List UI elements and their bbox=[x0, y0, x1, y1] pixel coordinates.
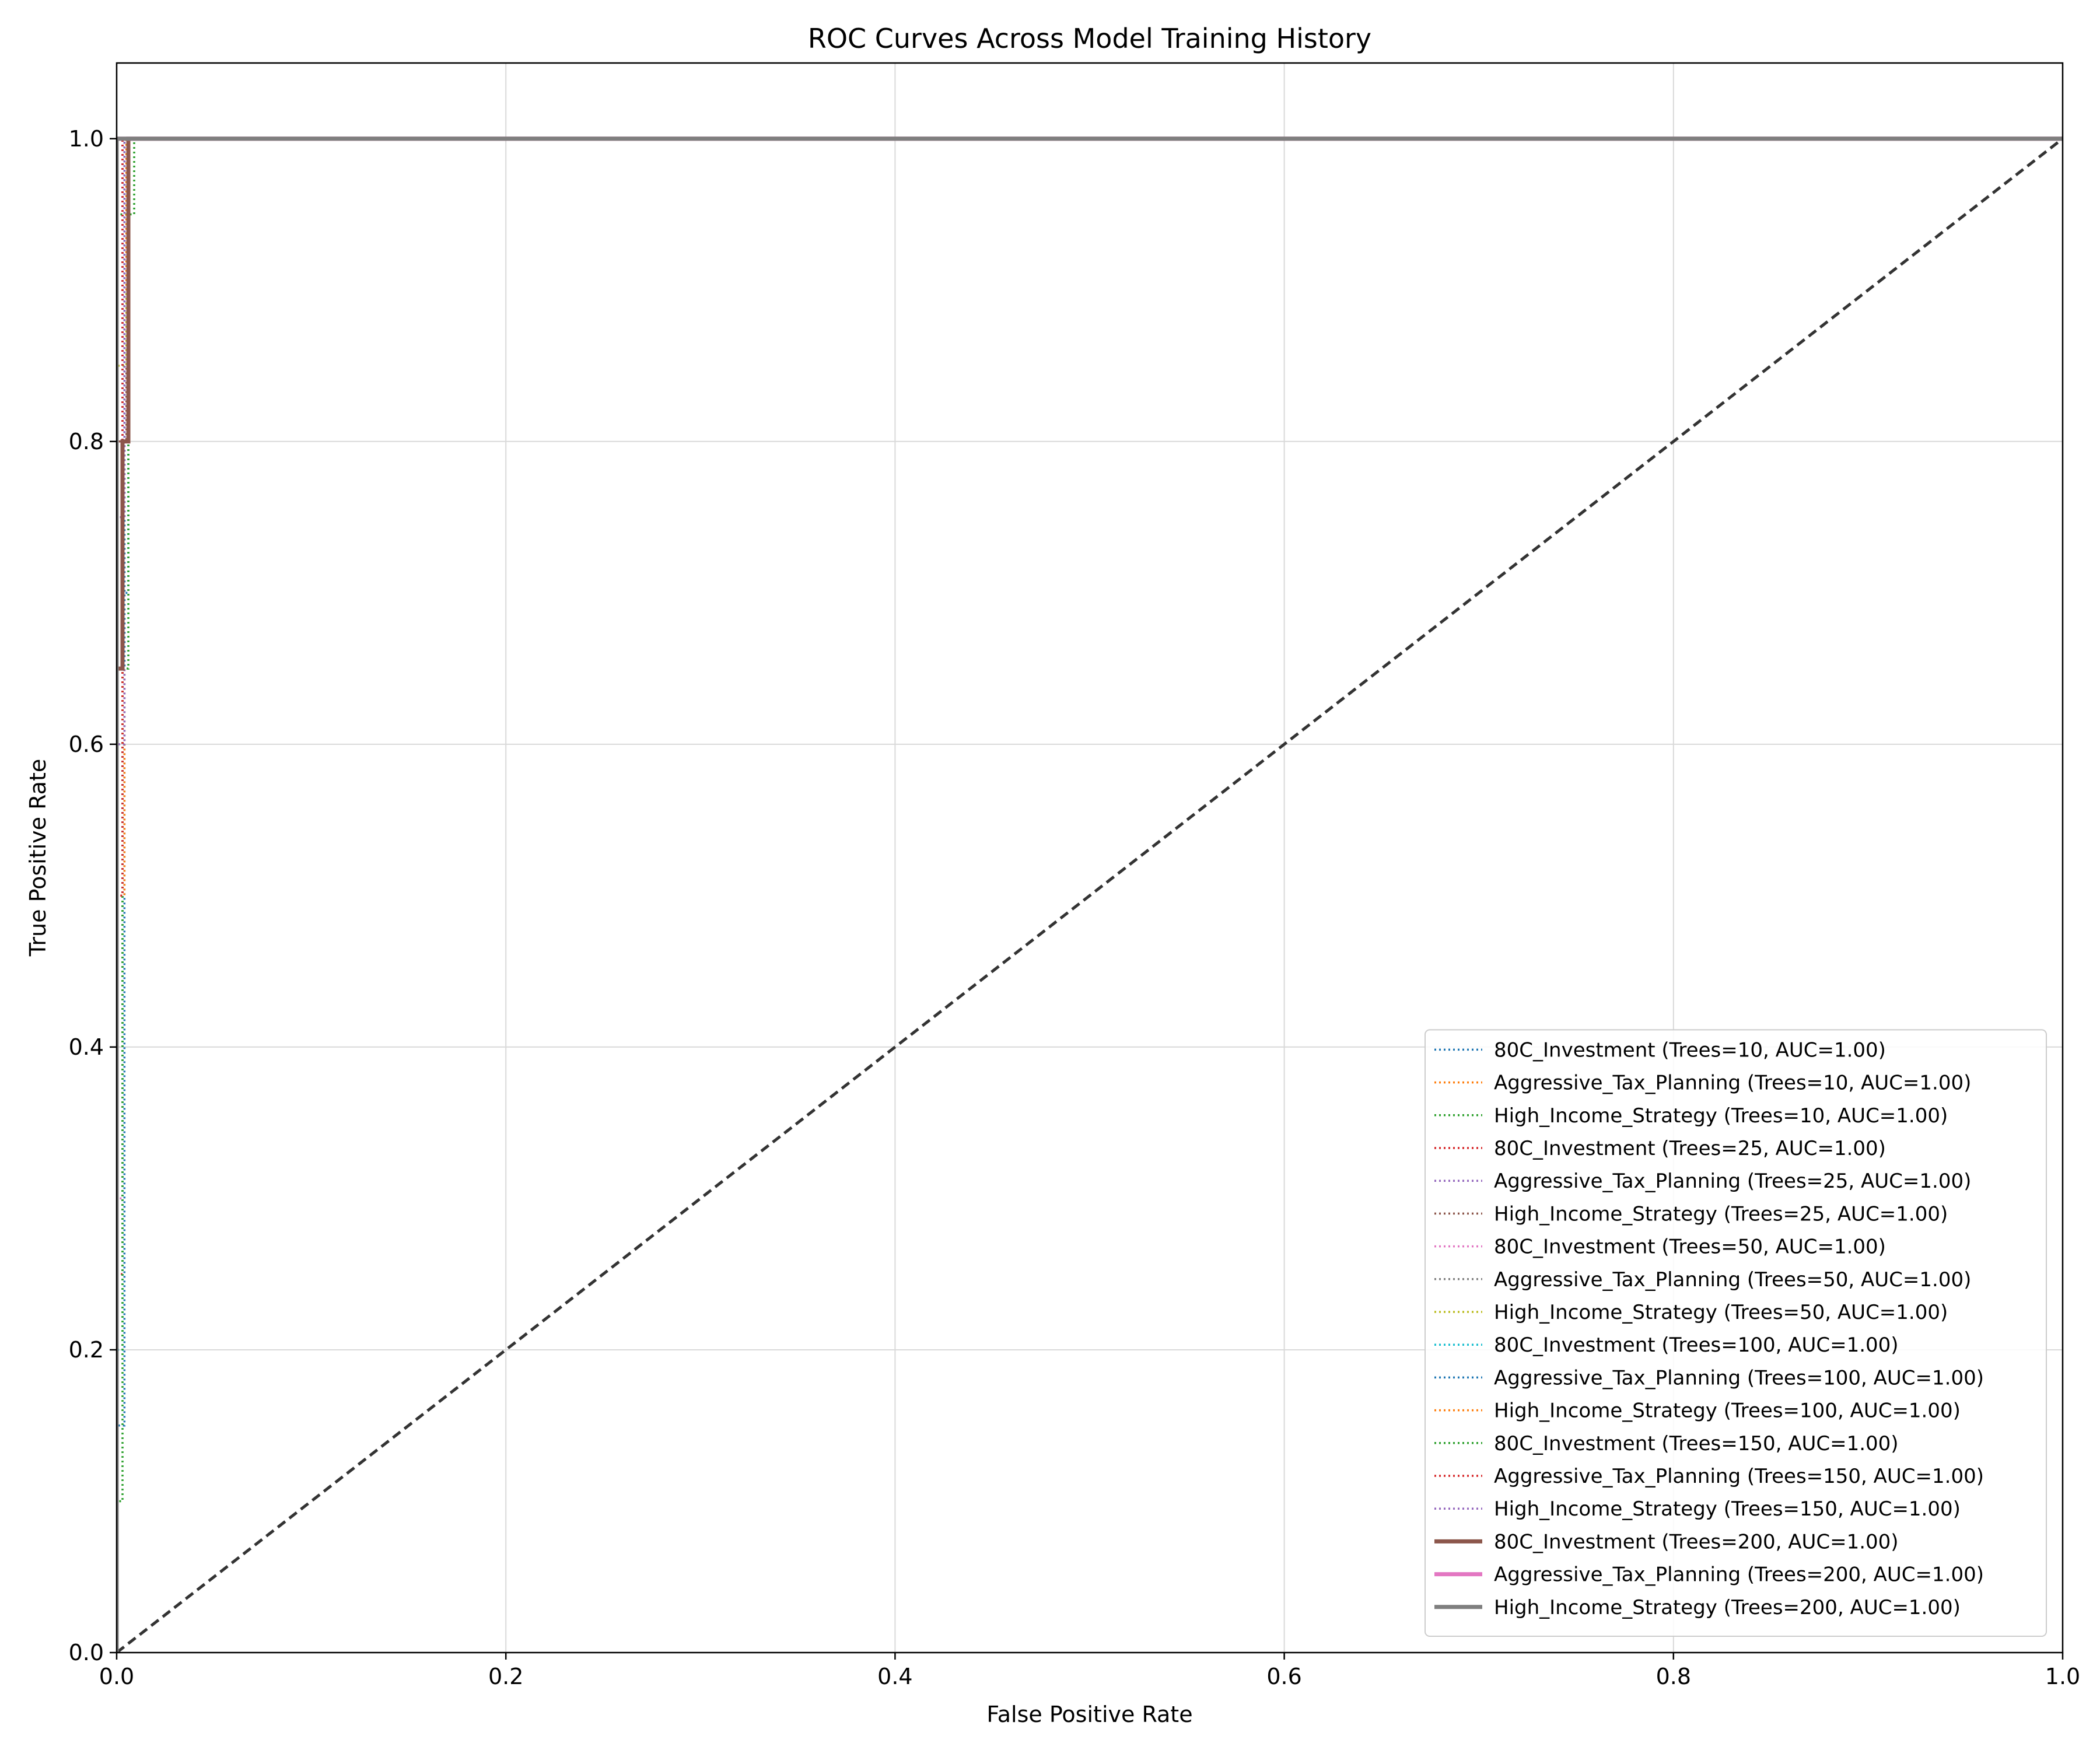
legend-entry-6: 80C_Investment (Trees=50, AUC=1.00) bbox=[1494, 1236, 1886, 1259]
y-tick-label-5: 1.0 bbox=[69, 126, 104, 152]
series-line-4 bbox=[117, 138, 2063, 1653]
legend-entry-10: Aggressive_Tax_Planning (Trees=100, AUC=… bbox=[1494, 1366, 1984, 1390]
x-tick-label-0: 0.0 bbox=[99, 1664, 134, 1689]
legend-entry-5: High_Income_Strategy (Trees=25, AUC=1.00… bbox=[1494, 1202, 1948, 1226]
legend-entry-16: Aggressive_Tax_Planning (Trees=200, AUC=… bbox=[1494, 1563, 1984, 1587]
y-tick-label-3: 0.6 bbox=[69, 732, 104, 757]
y-tick-label-0: 0.0 bbox=[69, 1640, 104, 1665]
series-lines bbox=[117, 136, 2063, 1653]
legend-entry-12: 80C_Investment (Trees=150, AUC=1.00) bbox=[1494, 1432, 1899, 1455]
plot-area bbox=[117, 136, 2063, 1653]
y-tick-label-1: 0.2 bbox=[69, 1337, 104, 1363]
y-axis-label: True Positive Rate bbox=[25, 759, 51, 957]
x-tick-label-5: 1.0 bbox=[2045, 1664, 2080, 1689]
x-tick-label-1: 0.2 bbox=[488, 1664, 523, 1689]
legend-entry-0: 80C_Investment (Trees=10, AUC=1.00) bbox=[1494, 1038, 1886, 1062]
legend: 80C_Investment (Trees=10, AUC=1.00) Aggre… bbox=[1424, 1029, 2047, 1637]
axis-ticks: 0.0 0.2 0.4 0.6 0.8 1.0 0.0 0.2 0.4 0.6 0.8 1.0 bbox=[69, 126, 2081, 1689]
legend-entry-1: Aggressive_Tax_Planning (Trees=10, AUC=1… bbox=[1494, 1072, 1971, 1095]
legend-entry-17: High_Income_Strategy (Trees=200, AUC=1.0… bbox=[1494, 1596, 1961, 1619]
legend-entry-4: Aggressive_Tax_Planning (Trees=25, AUC=1… bbox=[1494, 1170, 1971, 1193]
legend-entry-3: 80C_Investment (Trees=25, AUC=1.00) bbox=[1494, 1137, 1886, 1160]
random-classifier-line bbox=[117, 137, 2063, 1653]
legend-entry-15: 80C_Investment (Trees=200, AUC=1.00) bbox=[1494, 1530, 1899, 1553]
legend-entry-11: High_Income_Strategy (Trees=100, AUC=1.0… bbox=[1494, 1399, 1961, 1423]
x-tick-label-3: 0.6 bbox=[1266, 1664, 1301, 1689]
legend-box bbox=[1424, 1029, 2047, 1637]
grid bbox=[116, 63, 2063, 1653]
plot-frame bbox=[116, 62, 2064, 1654]
y-tick-label-4: 0.8 bbox=[69, 429, 104, 454]
legend-entry-2: High_Income_Strategy (Trees=10, AUC=1.00… bbox=[1494, 1104, 1948, 1128]
legend-entry-13: Aggressive_Tax_Planning (Trees=150, AUC=… bbox=[1494, 1465, 1984, 1488]
chart-title: ROC Curves Across Model Training History bbox=[808, 23, 1371, 54]
x-tick-label-4: 0.8 bbox=[1656, 1664, 1691, 1689]
legend-entry-7: Aggressive_Tax_Planning (Trees=50, AUC=1… bbox=[1494, 1268, 1971, 1292]
legend-entry-8: High_Income_Strategy (Trees=50, AUC=1.00… bbox=[1494, 1301, 1948, 1324]
y-tick-label-2: 0.4 bbox=[69, 1034, 104, 1060]
x-axis-label: False Positive Rate bbox=[986, 1702, 1192, 1727]
x-tick-label-2: 0.4 bbox=[877, 1664, 912, 1689]
legend-entry-9: 80C_Investment (Trees=100, AUC=1.00) bbox=[1494, 1334, 1899, 1357]
legend-entry-14: High_Income_Strategy (Trees=150, AUC=1.0… bbox=[1494, 1497, 1961, 1521]
series-line-17 bbox=[117, 136, 2063, 1653]
